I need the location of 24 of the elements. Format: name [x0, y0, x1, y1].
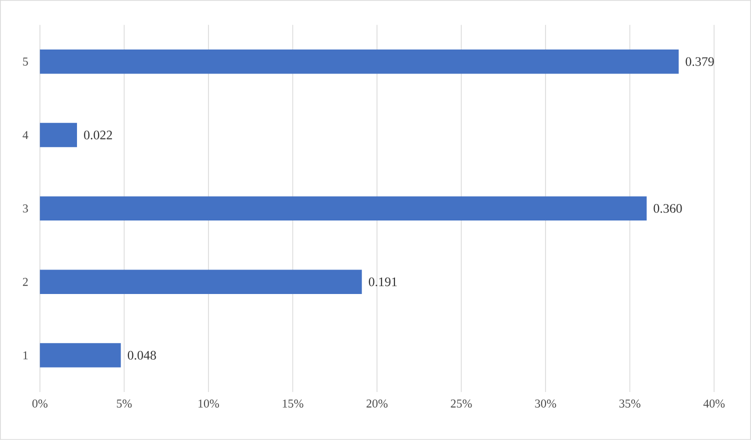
bar: [40, 270, 362, 294]
y-tick-label: 1: [23, 351, 28, 360]
data-label: 0.379: [686, 57, 714, 66]
x-tick-label: 40%: [703, 400, 725, 408]
x-tick-label: 25%: [450, 400, 472, 408]
y-tick-label: 3: [22, 204, 28, 212]
x-tick-label: 20%: [366, 400, 388, 408]
bar: [40, 196, 647, 221]
bar: [40, 343, 121, 368]
data-label: 0.360: [654, 204, 682, 213]
bar: [40, 50, 679, 74]
y-tick-label: 2: [22, 278, 28, 286]
x-tick-label: 5%: [116, 400, 132, 408]
bar: [40, 122, 77, 148]
data-label: 0.022: [84, 130, 112, 140]
x-tick-label: 30%: [535, 400, 556, 408]
x-tick-label: 15%: [282, 400, 304, 408]
y-tick-label: 5: [23, 58, 28, 66]
x-tick-label: 10%: [198, 400, 220, 408]
x-tick-label: 35%: [619, 400, 640, 408]
data-label: 0.048: [128, 350, 156, 360]
x-tick-label: 0%: [32, 400, 48, 408]
data-label: 0.191: [368, 278, 397, 286]
y-tick-label: 4: [22, 131, 28, 140]
